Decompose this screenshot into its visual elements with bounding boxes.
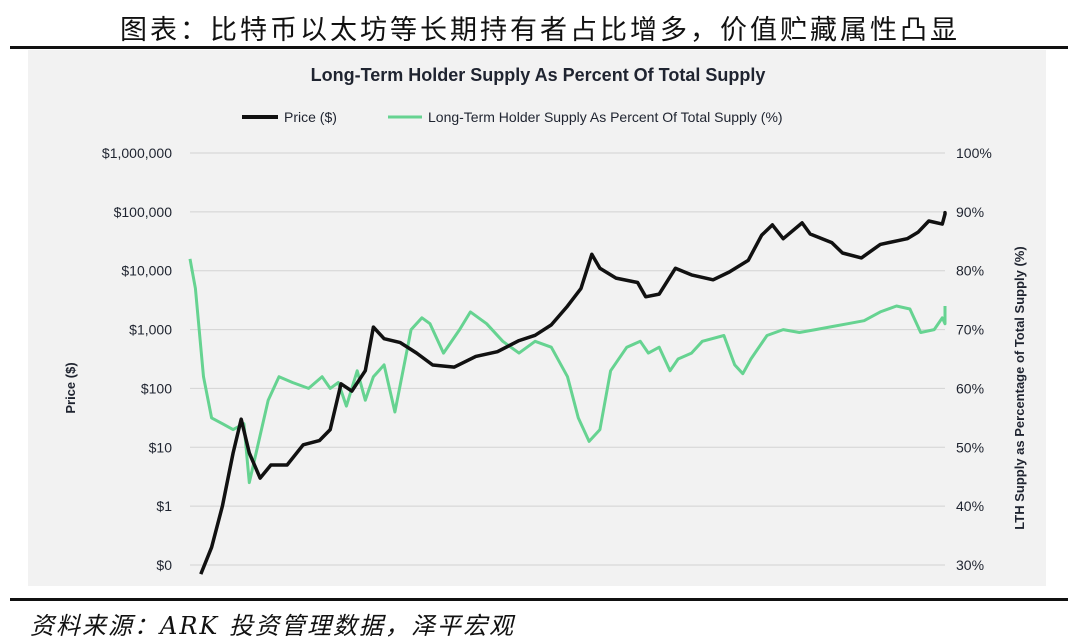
left-axis-label: Price ($) — [63, 362, 78, 413]
right-axis-label: LTH Supply as Percentage of Total Supply… — [1012, 246, 1027, 529]
left-tick-label: $0 — [156, 557, 172, 573]
right-tick-label: 80% — [956, 263, 984, 279]
legend-price-label: Price ($) — [284, 109, 337, 125]
left-tick-label: $100,000 — [114, 204, 173, 220]
left-tick-label: $10 — [149, 439, 173, 455]
chart-title: Long-Term Holder Supply As Percent Of To… — [311, 65, 766, 85]
legend-lth-label: Long-Term Holder Supply As Percent Of To… — [428, 109, 783, 125]
right-tick-label: 40% — [956, 498, 984, 514]
right-tick-label: 70% — [956, 322, 984, 338]
price-series-line — [199, 210, 947, 575]
legend: Price ($) Long-Term Holder Supply As Per… — [242, 109, 783, 125]
right-tick-label: 60% — [956, 380, 984, 396]
right-tick-label: 90% — [956, 204, 984, 220]
left-axis-ticks: $0 $1 $10 $100 $1,000 $10,000 $100,000 $1,000,0… — [102, 145, 172, 573]
right-tick-label: 100% — [956, 145, 992, 161]
right-tick-label: 30% — [956, 557, 984, 573]
right-tick-label: 50% — [956, 439, 984, 455]
figure-title: 图表：比特币以太坊等长期持有者占比增多，价值贮藏属性凸显 — [120, 15, 960, 46]
source-note: 资料来源：ARK 投资管理数据，泽平宏观 — [30, 612, 515, 640]
left-tick-label: $10,000 — [121, 263, 172, 279]
bottom-rule — [10, 598, 1068, 601]
left-tick-label: $1,000 — [129, 322, 172, 338]
lth-supply-series-line — [188, 258, 947, 485]
left-tick-label: $1,000,000 — [102, 145, 172, 161]
right-axis-ticks: 30% 40% 50% 60% 70% 80% 90% 100% — [956, 145, 992, 573]
top-rule — [10, 46, 1068, 49]
left-tick-label: $1 — [156, 498, 172, 514]
gridlines — [190, 152, 945, 566]
left-tick-label: $100 — [141, 380, 172, 396]
